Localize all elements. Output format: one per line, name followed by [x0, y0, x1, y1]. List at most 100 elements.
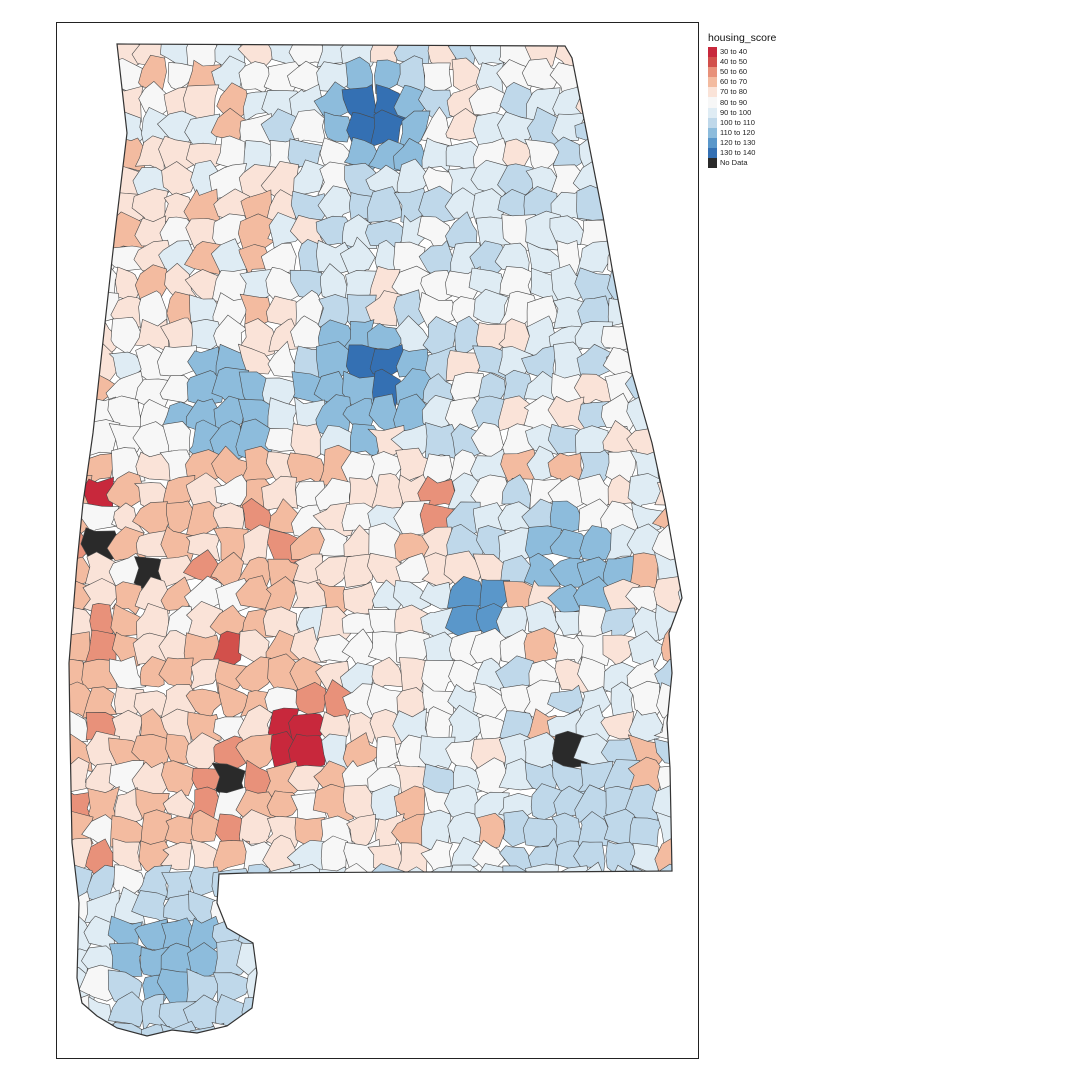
- zip-area: [447, 997, 486, 1030]
- zip-area: [523, 679, 561, 721]
- zip-area: [683, 552, 700, 584]
- zip-area: [578, 134, 613, 172]
- zip-area: [160, 1020, 200, 1036]
- zip-area: [368, 522, 402, 564]
- zip-area: [159, 375, 195, 403]
- zip-area: [576, 184, 614, 221]
- zip-area: [656, 109, 682, 147]
- zip-area: [449, 371, 487, 402]
- legend-label: 50 to 60: [720, 67, 748, 77]
- zip-area: [468, 86, 508, 117]
- zip-area: [683, 349, 700, 382]
- zip-area: [161, 760, 197, 797]
- zip-area: [607, 82, 640, 121]
- zip-area: [84, 58, 119, 95]
- zip-area: [631, 215, 665, 249]
- zip-area: [317, 185, 358, 227]
- legend-item: 130 to 140: [708, 147, 848, 159]
- zip-area: [69, 271, 92, 304]
- zip-area: [347, 1019, 381, 1036]
- zip-area: [446, 864, 482, 902]
- zip-area: [369, 969, 402, 1007]
- zip-area: [289, 939, 326, 974]
- zip-area: [688, 996, 700, 1031]
- zip-area: [652, 1020, 682, 1036]
- zip-area: [680, 812, 682, 852]
- zip-area: [113, 864, 147, 896]
- zip-area: [630, 164, 659, 200]
- zip-area: [498, 942, 535, 981]
- zip-area: [577, 760, 613, 793]
- zip-area: [607, 293, 641, 327]
- zip-area: [655, 213, 682, 251]
- zip-area: [680, 393, 682, 431]
- zip-area: [662, 134, 682, 170]
- zip-area: [502, 138, 533, 172]
- zip-area: [82, 196, 122, 225]
- zip-area: [651, 44, 682, 67]
- zip-area: [86, 136, 120, 175]
- zip-area: [626, 44, 661, 73]
- legend-swatch: [708, 147, 717, 159]
- state-outline: [68, 43, 683, 1037]
- zip-area: [681, 116, 682, 150]
- zip-area: [474, 993, 509, 1029]
- zip-area: [82, 686, 118, 719]
- zip-area: [554, 44, 586, 68]
- zip-area: [69, 243, 92, 279]
- zip-area: [601, 138, 639, 172]
- zip-area: [521, 889, 564, 929]
- zip-area: [498, 991, 534, 1033]
- zip-area: [576, 941, 615, 975]
- zip-area: [472, 682, 511, 721]
- zip-area: [552, 136, 586, 174]
- zip-area: [578, 890, 615, 928]
- zip-area: [184, 575, 225, 614]
- legend-swatch: [708, 107, 717, 118]
- zip-area: [527, 991, 565, 1028]
- zip-area: [348, 712, 378, 745]
- legend-label: 100 to 110: [720, 117, 755, 127]
- zip-area: [292, 972, 329, 1005]
- zip-area: [657, 896, 682, 921]
- legend-swatch: [708, 117, 717, 128]
- zip-area: [343, 968, 378, 1002]
- zip-area: [421, 891, 460, 927]
- zip-area: [632, 970, 659, 1007]
- zip-area: [547, 684, 585, 714]
- legend-label: 30 to 40: [720, 47, 748, 57]
- zip-area: [264, 1019, 301, 1036]
- zip-area: [397, 917, 431, 957]
- zip-area: [651, 65, 682, 96]
- zip-area: [449, 916, 485, 955]
- zip-area: [81, 44, 120, 67]
- zip-area: [448, 972, 479, 1007]
- zip-area: [261, 475, 299, 511]
- zip-area: [680, 132, 682, 173]
- legend-swatch: [708, 97, 717, 108]
- zip-area: [113, 502, 145, 536]
- legend-item: 30 to 40: [708, 47, 848, 58]
- zip-area: [676, 373, 682, 410]
- zip-area: [601, 61, 640, 96]
- zip-area: [655, 973, 682, 1000]
- zip-area: [186, 370, 225, 406]
- zip-area: [654, 938, 682, 980]
- zip-area: [524, 139, 561, 177]
- map-panel: [56, 22, 699, 1059]
- zip-area: [78, 1023, 118, 1036]
- zip-area: [190, 809, 221, 851]
- legend-label: 40 to 50: [720, 57, 748, 67]
- zip-area: [261, 945, 297, 981]
- legend-item: 90 to 100: [708, 107, 848, 118]
- zip-area: [396, 993, 432, 1032]
- zip-area: [69, 369, 89, 409]
- zip-area: [368, 889, 403, 921]
- zip-area: [626, 944, 666, 980]
- zip-area: [679, 240, 682, 276]
- zip-area: [108, 942, 146, 978]
- zip-area: [602, 1020, 638, 1036]
- zip-area: [261, 916, 300, 954]
- zip-area: [680, 44, 682, 62]
- zip-area: [603, 110, 638, 148]
